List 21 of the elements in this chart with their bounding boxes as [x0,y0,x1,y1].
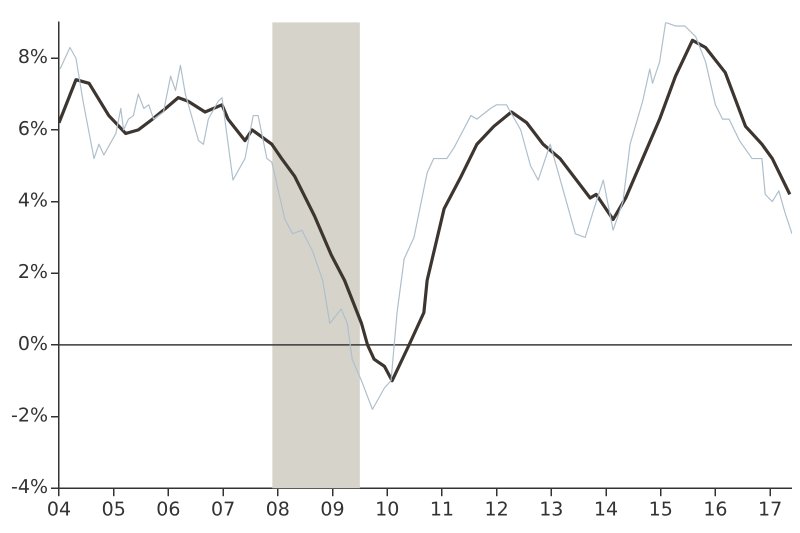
y-tick-label: 2% [18,261,48,284]
x-tick-label: 07 [211,498,236,521]
y-tick-label: 0% [18,332,48,355]
y-tick-label: 6% [18,118,48,140]
x-tick-label: 17 [758,498,782,521]
x-tick-label: 10 [375,498,400,521]
y-tick-label: -2% [11,404,48,426]
x-tick-label: 04 [46,498,72,521]
x-tick-label: 13 [539,498,564,521]
x-tick-label: 09 [320,498,345,521]
x-tick-label: 12 [484,498,509,521]
x-tick-label: 15 [648,498,673,521]
x-tick-label: 11 [430,498,454,521]
x-tick-label: 05 [102,498,126,521]
x-tick-label: 16 [703,498,728,521]
y-tick-label: -4% [11,476,48,498]
x-tick-label: 14 [594,498,618,521]
x-tick-label: 06 [156,498,180,521]
y-tick-label: 8% [18,46,48,68]
y-tick-label: 4% [18,189,48,212]
x-tick-label: 08 [266,498,290,521]
